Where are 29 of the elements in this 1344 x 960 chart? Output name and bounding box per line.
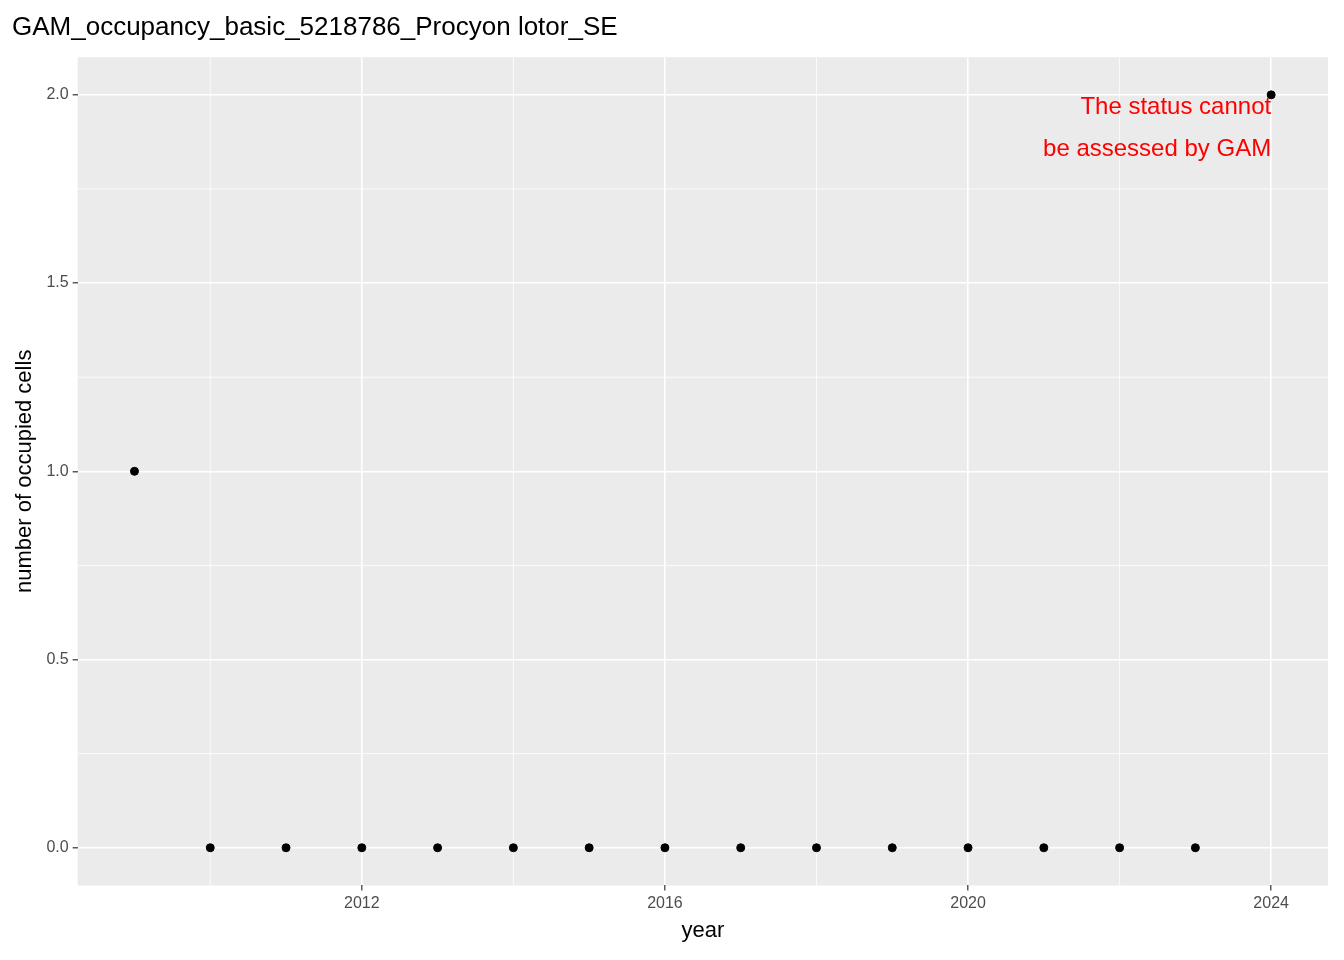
y-axis-title: number of occupied cells (11, 349, 37, 593)
point (508, 843, 518, 853)
point (963, 843, 973, 853)
point (660, 843, 670, 853)
y-tick-label: 1.0 (46, 461, 69, 479)
point (811, 843, 821, 853)
x-tick-label: 2012 (344, 894, 380, 912)
chart-title: GAM_occupancy_basic_5218786_Procyon lotor_SE (12, 10, 618, 41)
point (1115, 843, 1125, 853)
point (1266, 90, 1276, 100)
point (281, 843, 291, 853)
point (129, 466, 139, 476)
point (357, 843, 367, 853)
y-tick-label: 0.5 (46, 649, 69, 667)
point (1190, 843, 1200, 853)
point (887, 843, 897, 853)
point (433, 843, 443, 853)
y-tick-label: 1.5 (46, 273, 69, 291)
point (1039, 843, 1049, 853)
x-tick-label: 2024 (1253, 894, 1290, 912)
y-tick-label: 2.0 (46, 85, 69, 103)
x-axis-title: year (681, 916, 725, 942)
x-tick-label: 2016 (647, 894, 683, 912)
point (584, 843, 594, 853)
y-tick-label: 0.0 (46, 838, 69, 856)
x-tick-label: 2020 (950, 894, 986, 912)
annotation: The status cannot be assessed by GAM (1043, 92, 1272, 162)
point (736, 843, 746, 853)
point (205, 843, 215, 853)
